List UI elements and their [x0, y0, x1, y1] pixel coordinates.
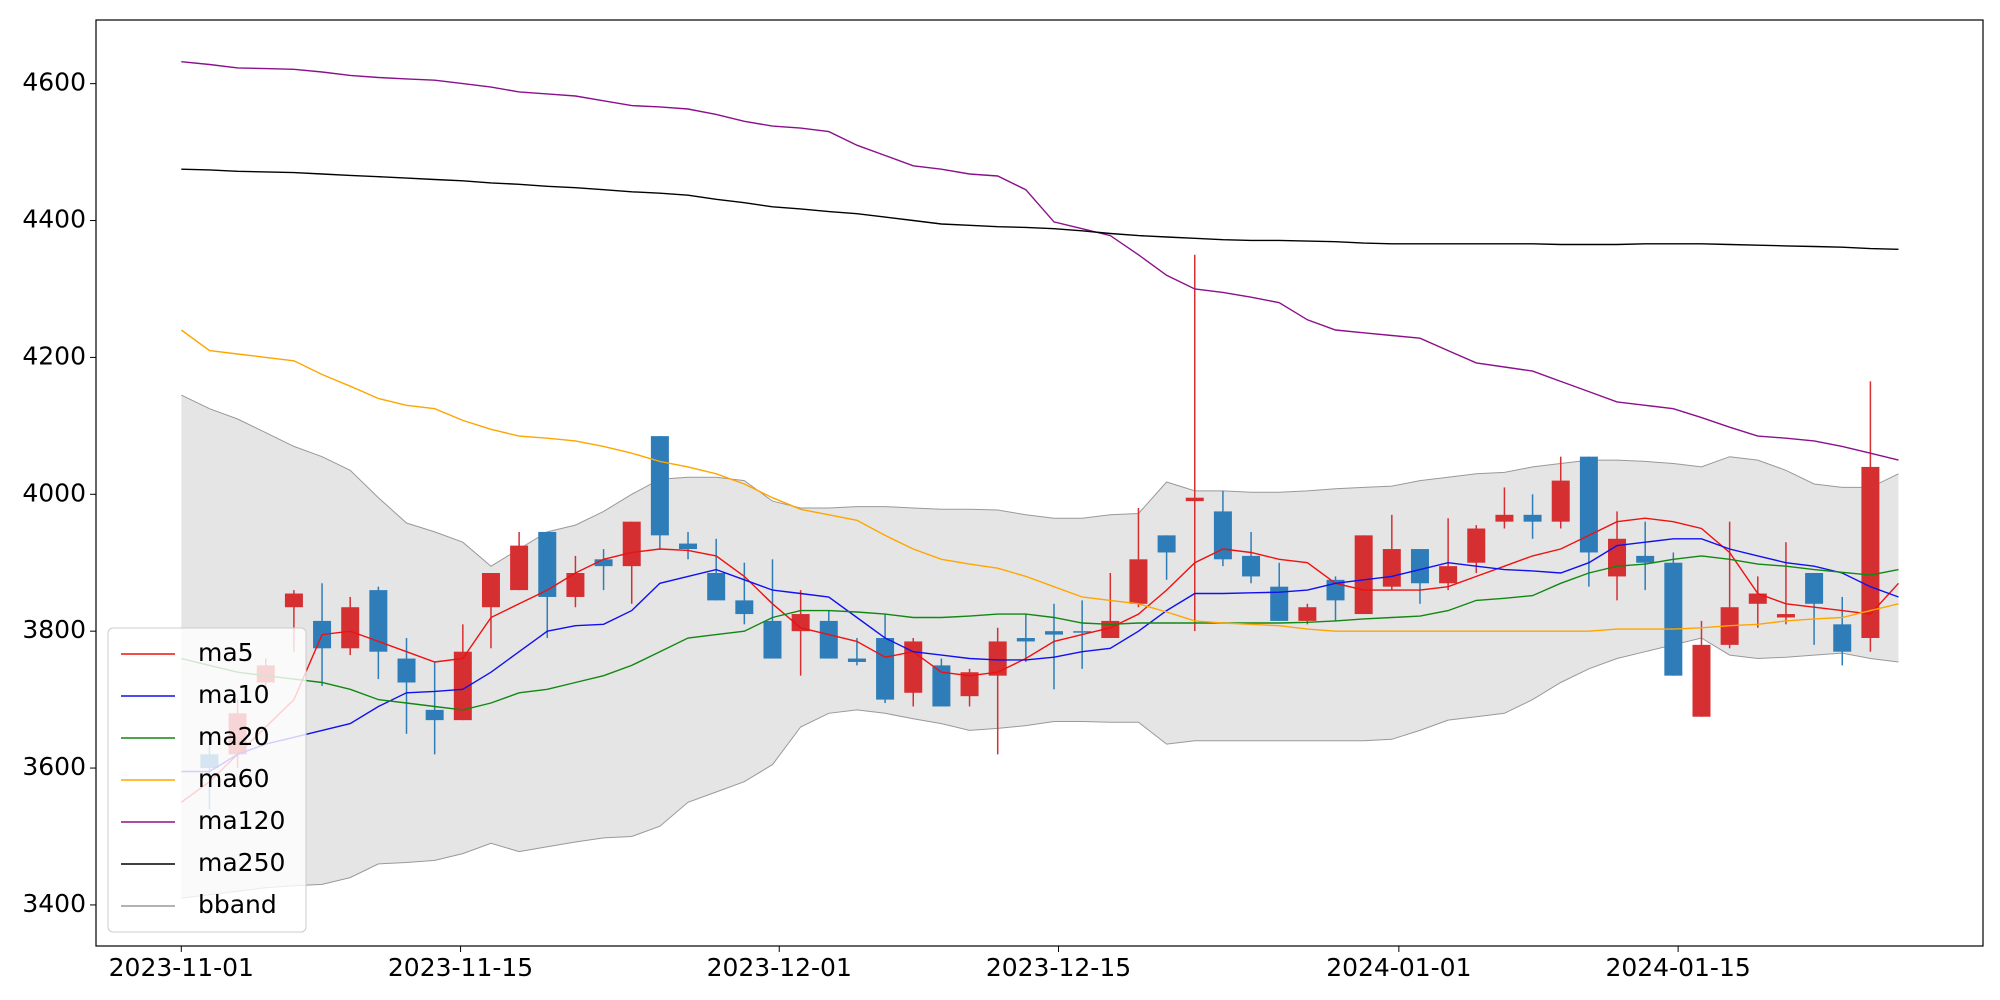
candle-body [341, 607, 360, 649]
candle-body [538, 531, 557, 597]
y-tick-label: 3800 [22, 615, 86, 644]
y-tick-label: 4000 [22, 478, 86, 507]
candle-body [1636, 555, 1655, 563]
candle-body [1748, 593, 1767, 604]
candle-body [622, 521, 641, 567]
candle-body [763, 620, 782, 659]
legend: ma5 ma10 ma20 ma60 ma120 ma250 bband [107, 627, 307, 933]
candle-body [425, 709, 444, 721]
candle-body [1213, 511, 1232, 560]
candle-body [1833, 624, 1852, 652]
candle-body [960, 672, 979, 697]
legend-label: ma10 [198, 680, 269, 709]
candle-body [1016, 638, 1035, 642]
candle-body [1523, 514, 1542, 522]
legend-label: ma250 [198, 848, 285, 877]
candle-body [481, 572, 500, 608]
x-tick-label: 2024-01-15 [1605, 953, 1750, 982]
candle-body [1861, 466, 1880, 639]
candle-body [650, 436, 669, 536]
candle-body [369, 590, 388, 652]
candle-body [1439, 566, 1458, 584]
candle-body [1354, 535, 1373, 615]
candle-body [1242, 555, 1261, 577]
y-tick-label: 3600 [22, 752, 86, 781]
candle-body [1551, 480, 1570, 522]
candle-body [876, 638, 895, 700]
candle-body [679, 543, 698, 550]
candle-body [566, 572, 585, 597]
candle-body [932, 665, 951, 707]
candle-body [1270, 586, 1289, 621]
candle-body [284, 593, 303, 608]
candle-body [1410, 549, 1429, 584]
x-tick-label: 2023-12-15 [986, 953, 1131, 982]
ma-line [181, 168, 1899, 250]
bband-lower [181, 637, 1899, 899]
candle-body [1579, 456, 1598, 553]
candle-body [594, 559, 613, 567]
legend-label: ma60 [198, 764, 269, 793]
candle-body [1382, 549, 1401, 587]
candle-body [1129, 559, 1148, 604]
legend-label: ma120 [198, 806, 285, 835]
plot-frame [95, 19, 1984, 947]
ma-line [180, 517, 1900, 803]
ma-line [181, 555, 1899, 711]
candle-body [1664, 562, 1683, 676]
x-tick-label: 2024-01-01 [1326, 953, 1471, 982]
legend-label: ma20 [198, 722, 269, 751]
candle-body [988, 641, 1007, 676]
candle-body [1044, 631, 1063, 635]
candle-body [819, 620, 838, 659]
y-tick-label: 4200 [22, 341, 86, 370]
candle-body [510, 545, 529, 591]
y-tick-label: 4400 [22, 205, 86, 234]
candle-body [1467, 528, 1486, 563]
x-tick-label: 2023-12-01 [707, 953, 852, 982]
candle-body [1298, 607, 1317, 621]
legend-box [107, 627, 307, 933]
candle-body [1073, 631, 1092, 633]
ma-line [181, 538, 1899, 773]
candle-body [847, 658, 866, 662]
candle-body [1495, 514, 1514, 522]
x-tick-label: 2023-11-01 [109, 953, 254, 982]
candle-body [397, 658, 416, 683]
y-tick-label: 4600 [22, 68, 86, 97]
candle-body [735, 600, 754, 615]
ma-line [180, 329, 1899, 632]
candle-body [1776, 614, 1795, 618]
candle-body [1157, 535, 1176, 553]
bband-upper [181, 394, 1899, 567]
candle-body [707, 572, 726, 601]
candle-body [453, 651, 472, 721]
ma-line [181, 61, 1899, 461]
candle-body [1692, 644, 1711, 717]
legend-label: ma5 [198, 638, 254, 667]
candle-body [1805, 572, 1824, 604]
candle-body [791, 614, 810, 632]
y-tick-label: 3400 [22, 889, 86, 918]
candle-body [1185, 497, 1204, 502]
x-tick-label: 2023-11-15 [388, 953, 533, 982]
legend-label: bband [198, 890, 277, 919]
bband-area [181, 395, 1899, 899]
